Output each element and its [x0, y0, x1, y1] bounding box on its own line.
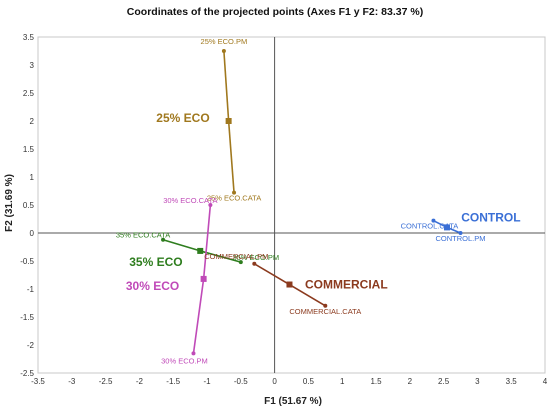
group-label: COMMERCIAL — [305, 278, 388, 292]
point-marker — [323, 303, 328, 308]
y-tick-label: -2 — [27, 341, 35, 350]
segment — [200, 250, 242, 263]
centroid-marker — [286, 281, 293, 288]
point-label: 35% ECO.PM — [232, 253, 279, 262]
point-marker — [458, 231, 463, 235]
y-tick-label: -1.5 — [20, 313, 34, 322]
y-tick-label: -0.5 — [20, 257, 34, 266]
point-label: 30% ECO.CATA — [163, 196, 217, 205]
x-tick-label: 1 — [340, 377, 345, 386]
point-label: 30% ECO.PM — [161, 356, 208, 365]
point-marker — [161, 237, 166, 242]
markers — [161, 49, 463, 356]
y-tick-labels: 3.5 3 2.5 2 1.5 1 0.5 0 -0.5 -1 -1.5 -2 -2.5 — [20, 33, 34, 378]
point-label: 35% ECO.CATA — [116, 231, 170, 240]
y-tick-label: 2 — [30, 117, 35, 126]
group-label: 30% ECO — [126, 279, 179, 293]
point-marker — [208, 203, 213, 207]
centroid-marker — [197, 247, 204, 254]
point-labels: 25% ECO.PM 25% ECO.CATA CONTROL.CATA CONTRO… — [116, 37, 486, 365]
plot-border — [37, 36, 546, 374]
centroid-marker — [443, 224, 450, 231]
point-marker — [232, 190, 237, 195]
plot-frame — [37, 36, 546, 374]
x-tick-label: -2.5 — [99, 377, 113, 386]
centroid-marker — [225, 118, 232, 124]
y-tick-label: 1.5 — [23, 145, 35, 154]
point-label: COMMERCIAL.PM — [204, 252, 268, 261]
point-label: 25% ECO.CATA — [207, 194, 261, 203]
group-labels: 25% ECO CONTROL 35% ECO 30% ECO COMMERCIAL — [126, 111, 521, 293]
centroid-marker — [200, 275, 207, 282]
point-label: COMMERCIAL.CATA — [289, 307, 361, 316]
y-tick-label: 0 — [30, 229, 35, 238]
point-marker — [191, 351, 196, 356]
group-label: 25% ECO — [156, 111, 209, 125]
x-tick-label: 3.5 — [506, 377, 518, 386]
group-label: 35% ECO — [129, 255, 182, 269]
y-axis-title: F2 (31.69 %) — [4, 174, 15, 232]
x-tick-label: -1.5 — [166, 377, 180, 386]
x-tick-labels: -3.5 -3 -2.5 -2 -1.5 -1 -0.5 0 0.5 1 1.5 2 2.5 3 3.5 4 — [31, 377, 548, 386]
y-tick-label: 1 — [30, 173, 35, 182]
x-axis-title: F1 (51.67 %) — [264, 396, 322, 407]
x-tick-label: -3.5 — [31, 377, 45, 386]
segment — [202, 204, 212, 279]
segment — [289, 283, 326, 307]
segment — [253, 263, 290, 286]
x-tick-label: -2 — [136, 377, 144, 386]
point-label: 25% ECO.PM — [201, 37, 248, 46]
y-tick-label: 0.5 — [23, 201, 35, 210]
x-tick-label: 0 — [272, 377, 277, 386]
segments — [162, 50, 461, 354]
segment — [223, 50, 230, 122]
x-tick-label: -3 — [68, 377, 76, 386]
y-tick-label: 2.5 — [23, 89, 35, 98]
group-label: CONTROL — [461, 210, 520, 224]
x-tick-label: -1 — [203, 377, 211, 386]
x-tick-label: 1.5 — [370, 377, 382, 386]
x-tick-label: 2.5 — [438, 377, 450, 386]
point-label: CONTROL.PM — [435, 234, 485, 243]
x-tick-label: 3 — [475, 377, 480, 386]
point-marker — [238, 260, 243, 265]
point-marker — [252, 261, 257, 266]
y-tick-label: 3 — [30, 61, 35, 70]
axes — [38, 37, 545, 373]
y-tick-label: -2.5 — [20, 369, 34, 378]
y-tick-label: -1 — [27, 285, 35, 294]
x-tick-label: 4 — [543, 377, 548, 386]
x-tick-label: 0.5 — [303, 377, 315, 386]
point-marker — [221, 49, 226, 53]
y-tick-label: 3.5 — [23, 33, 35, 42]
x-tick-label: 2 — [408, 377, 413, 386]
x-tick-label: -0.5 — [234, 377, 248, 386]
segment — [162, 238, 201, 252]
segment — [227, 120, 235, 193]
chart-title: Coordinates of the projected points (Axe… — [127, 6, 423, 18]
point-label: CONTROL.CATA — [401, 222, 459, 231]
point-marker — [431, 218, 436, 223]
segment — [192, 278, 205, 354]
